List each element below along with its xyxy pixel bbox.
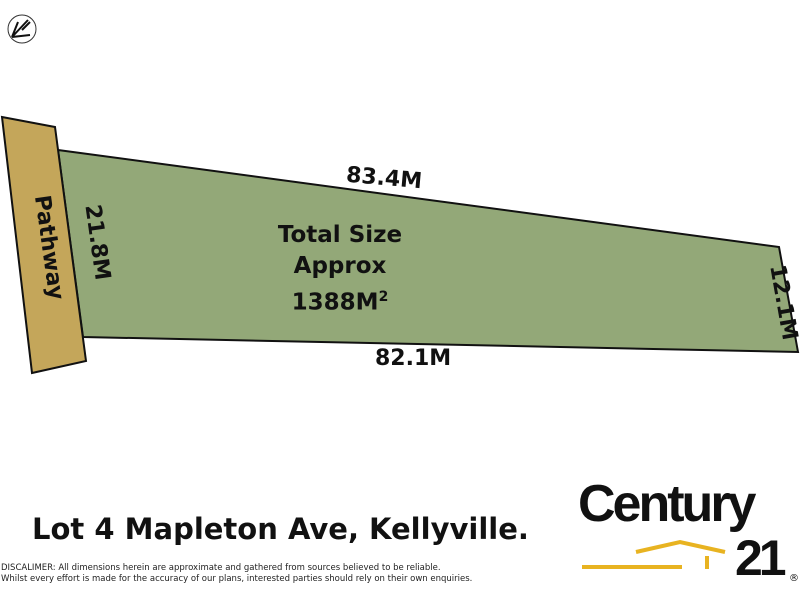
bottom-boundary-label: 82.1M bbox=[375, 346, 452, 371]
property-address: Lot 4 Mapleton Ave, Kellyville. bbox=[32, 512, 529, 546]
century21-house-icon bbox=[582, 539, 726, 569]
size-number: 1388M bbox=[291, 289, 379, 316]
size-value: 1388M2 bbox=[260, 282, 420, 319]
size-line1: Total Size bbox=[277, 222, 403, 248]
registered-mark: ® bbox=[789, 573, 799, 584]
size-line2: Approx bbox=[293, 253, 387, 279]
disclaimer-line2: Whilst every effort is made for the accu… bbox=[1, 574, 473, 584]
pathway-strip bbox=[0, 115, 88, 375]
century21-logo-text: Century bbox=[578, 475, 756, 533]
lot-parcel bbox=[56, 148, 800, 354]
century21-logo-number: 21 bbox=[735, 530, 787, 586]
size-unit-sup: 2 bbox=[378, 289, 389, 305]
disclaimer: DISCALIMER: All dimensions herein are ap… bbox=[1, 563, 472, 585]
total-size-text: Total Size Approx 1388M2 bbox=[260, 220, 420, 319]
disclaimer-line1: DISCALIMER: All dimensions herein are ap… bbox=[1, 563, 441, 573]
north-compass-icon bbox=[7, 14, 37, 44]
